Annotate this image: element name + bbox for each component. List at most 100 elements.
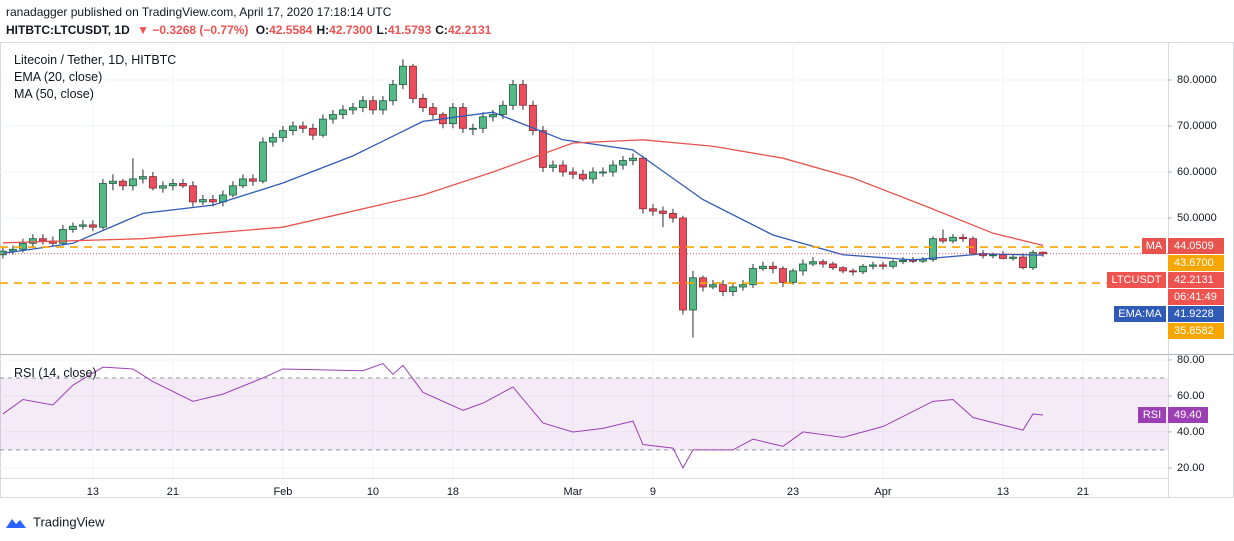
price-label: 41.9228 xyxy=(1174,308,1214,320)
y-tick-label: 50.0000 xyxy=(1177,212,1217,224)
candle-body xyxy=(149,176,157,189)
candle-body xyxy=(549,164,557,168)
ohlc-value: 41.5793 xyxy=(387,23,432,37)
candle-body xyxy=(249,178,257,182)
ohlc-key: H: xyxy=(316,23,330,37)
candle-body xyxy=(369,100,377,111)
legend-ma: MA (50, close) xyxy=(14,87,94,101)
header-row: HITBTC:LTCUSDT, 1D ▼ −0.3268 (−0.77%) O:… xyxy=(6,23,491,37)
y-tick-label: 60.00 xyxy=(1177,390,1205,402)
candle-body xyxy=(869,264,877,267)
candle-body xyxy=(139,176,147,180)
candle-body xyxy=(429,107,437,115)
candle-body xyxy=(99,183,107,228)
candle-body xyxy=(539,130,547,168)
published-line: ranadagger published on TradingView.com,… xyxy=(6,5,392,19)
candle-body xyxy=(509,84,517,106)
price-label-box xyxy=(1168,306,1224,322)
candle-body xyxy=(759,265,767,269)
candle-body xyxy=(359,100,367,108)
candle-body xyxy=(119,180,127,187)
candle-body xyxy=(529,104,537,131)
candle-body xyxy=(39,238,47,242)
candle-body xyxy=(639,157,647,210)
pane xyxy=(0,42,1168,478)
candle-body xyxy=(89,224,97,228)
y-tick-label: 70.0000 xyxy=(1177,120,1217,132)
candle-body xyxy=(739,284,747,288)
price-label-name-box xyxy=(1114,306,1166,322)
price-label-name-box xyxy=(1107,272,1166,288)
candle-body xyxy=(839,267,847,272)
ohlc-value: 42.2131 xyxy=(447,23,492,37)
candle-body xyxy=(29,238,37,244)
candle-body xyxy=(719,284,727,292)
candle-body xyxy=(449,107,457,125)
candle-body xyxy=(279,130,287,138)
candle-body xyxy=(919,258,927,262)
candle-body xyxy=(349,107,357,111)
candle-body xyxy=(909,259,917,262)
candle-body xyxy=(229,185,237,196)
x-tick-label: 13 xyxy=(87,486,99,498)
candle-body xyxy=(459,107,467,129)
candle-body xyxy=(809,261,817,265)
rsi-value-box xyxy=(1168,407,1208,424)
price-label-name: LTCUSDT xyxy=(1112,274,1162,286)
candle-body xyxy=(219,194,227,203)
candle-body xyxy=(129,178,137,187)
candle-body xyxy=(999,254,1007,259)
x-tick-label: Feb xyxy=(273,486,292,498)
candle-body xyxy=(269,137,277,143)
candle-body xyxy=(789,270,797,283)
candle-body xyxy=(79,224,87,227)
line xyxy=(2,362,1044,469)
y-tick-label: 20.00 xyxy=(1177,462,1205,474)
rsi-name: RSI xyxy=(1143,409,1161,421)
candle-body xyxy=(109,180,117,184)
x-tick-label: Apr xyxy=(874,486,891,498)
candle-body xyxy=(1019,256,1027,269)
candle-body xyxy=(569,171,577,175)
candle-body xyxy=(489,114,497,118)
candle-body xyxy=(579,173,587,180)
ohlc-key: L: xyxy=(376,23,388,37)
candle-body xyxy=(399,65,407,85)
tv-logo xyxy=(6,519,26,528)
candle-body xyxy=(709,284,717,288)
candle-body xyxy=(749,268,757,286)
y-tick-label: 80.00 xyxy=(1177,354,1205,366)
candle-body xyxy=(469,127,477,130)
price-label-name: MA xyxy=(1146,240,1163,252)
candle-body xyxy=(649,208,657,212)
candle-body xyxy=(159,185,167,189)
change: ▼ −0.3268 (−0.77%) xyxy=(137,23,249,37)
candle-body xyxy=(849,270,857,273)
candle-body xyxy=(239,178,247,187)
price-label: 43.6700 xyxy=(1174,257,1214,269)
candle-body xyxy=(589,171,597,180)
ohlc-value: 42.5584 xyxy=(269,23,313,37)
candle-body xyxy=(289,125,297,131)
candle-body xyxy=(899,259,907,263)
price-label-name: EMA:MA xyxy=(1118,308,1162,320)
candle-body xyxy=(949,236,957,242)
price-label: 06:41:49 xyxy=(1174,291,1217,303)
candle-body xyxy=(199,199,207,203)
footer: TradingView xyxy=(33,514,105,529)
candle-body xyxy=(929,238,937,260)
rsi-value: 49.40 xyxy=(1174,409,1202,421)
candle-body xyxy=(389,84,397,102)
x-tick-label: 13 xyxy=(997,486,1009,498)
candle-body xyxy=(819,261,827,265)
candle-body xyxy=(609,164,617,173)
x-tick-label: 9 xyxy=(650,486,656,498)
candle-body xyxy=(1029,252,1037,269)
ohlc-value: 42.7300 xyxy=(329,23,373,37)
symbol: HITBTC:LTCUSDT, 1D xyxy=(6,23,130,37)
candle-body xyxy=(699,277,707,288)
y-tick-label: 80.0000 xyxy=(1177,74,1217,86)
price-label-name-box xyxy=(1142,238,1166,254)
